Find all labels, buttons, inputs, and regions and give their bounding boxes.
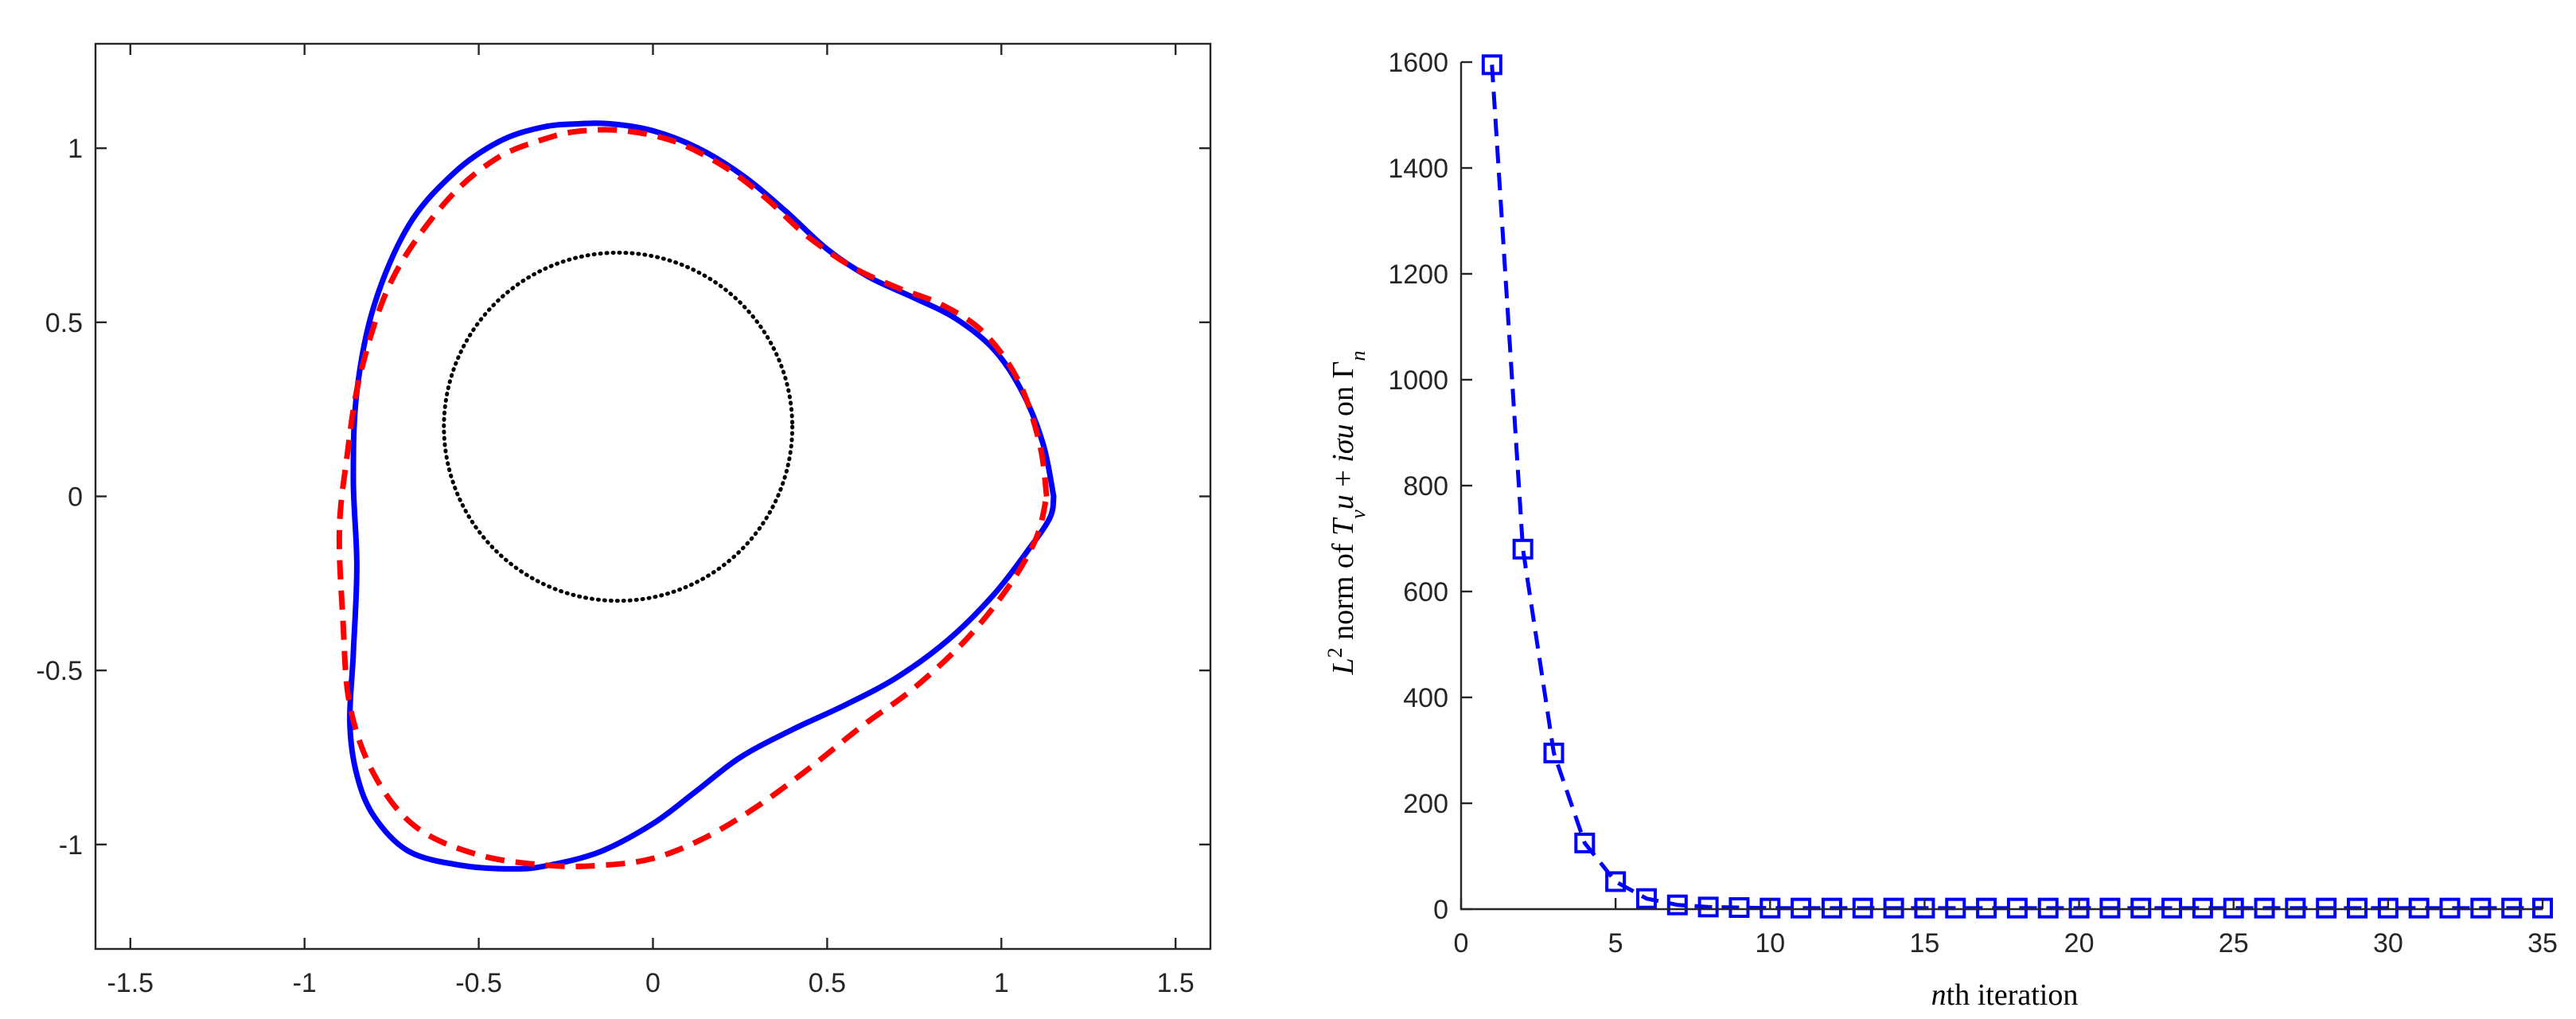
x-tick-label: 0	[1454, 928, 1469, 958]
y-tick-label: 1600	[1388, 48, 1448, 78]
x-tick-label: 10	[1755, 928, 1785, 958]
data-point-marker	[1481, 54, 1502, 76]
series-dotted-circle	[442, 250, 795, 603]
x-tick-label: 15	[1910, 928, 1940, 958]
x-axis-label: nth iteration	[1931, 978, 2079, 1012]
data-point-marker	[2254, 897, 2275, 919]
y-tick-label: -0.5	[36, 656, 83, 686]
x-tick-label: -0.5	[455, 968, 502, 998]
data-point-marker	[1543, 742, 1565, 763]
y-tick-label: 1000	[1388, 365, 1448, 396]
right-ticks: 0 5 10 15 20 25 30 35 0 200 400 600 800 1000 1200 1400 1…	[1388, 48, 2558, 958]
data-point-marker	[2006, 897, 2028, 919]
data-point-marker	[1512, 538, 1534, 560]
data-point-marker	[1605, 871, 1627, 892]
data-point-marker	[1945, 897, 1966, 919]
left-ticks: -1.5 -1 -0.5 0 0.5 1 1.5 -1 -0.5 0 0.5 1	[36, 44, 1210, 998]
left-series	[336, 120, 1057, 872]
data-point-marker	[1821, 897, 1842, 919]
data-point-marker	[2192, 897, 2213, 919]
y-tick-label: 200	[1403, 789, 1448, 819]
x-tick-label: 0.5	[809, 968, 846, 998]
x-tick-label: 25	[2219, 928, 2249, 958]
x-tick-label: -1.5	[107, 968, 154, 998]
y-tick-label: 800	[1403, 471, 1448, 502]
data-point-marker	[1728, 897, 1750, 919]
x-tick-label: 30	[2373, 928, 2403, 958]
x-tick-label: 35	[2527, 928, 2558, 958]
series-solid-curve	[347, 120, 1057, 872]
y-tick-label: 0.5	[45, 308, 83, 338]
x-tick-label: 5	[1608, 928, 1623, 958]
data-point-marker	[2439, 897, 2461, 919]
x-tick-label: 0	[645, 968, 661, 998]
series-dashed-curve	[336, 127, 1050, 869]
y-tick-label: 1	[68, 134, 83, 164]
data-point-marker	[1574, 832, 1596, 853]
y-tick-label: -1	[59, 830, 83, 861]
data-point-marker	[1791, 897, 1812, 919]
data-point-marker	[2130, 897, 2152, 919]
right-axes	[1459, 62, 2543, 911]
right-series	[1481, 54, 2553, 919]
data-point-marker	[2408, 897, 2430, 919]
data-point-marker	[2501, 897, 2523, 919]
series-line	[1490, 64, 2543, 911]
data-point-marker	[2316, 897, 2337, 919]
data-point-marker	[2161, 897, 2183, 919]
data-point-marker	[2347, 897, 2368, 919]
data-point-marker	[1635, 888, 1657, 909]
y-tick-label: 600	[1403, 577, 1448, 607]
data-point-marker	[1666, 894, 1688, 916]
data-point-marker	[2470, 897, 2492, 919]
x-tick-label: -1	[293, 968, 317, 998]
data-point-marker	[1852, 897, 1873, 919]
y-axis-label: L2 norm of Tνu + iσu on Γn	[1323, 351, 1370, 676]
y-tick-label: 0	[1433, 895, 1448, 925]
data-point-marker	[2285, 897, 2306, 919]
right-plot: 0 5 10 15 20 25 30 35 0 200 400 600 800 1000 1200 1400 1…	[1323, 48, 2558, 1012]
data-point-marker	[1883, 897, 1904, 919]
x-tick-label: 20	[2064, 928, 2095, 958]
data-point-marker	[2037, 897, 2059, 919]
y-tick-label: 1400	[1388, 154, 1448, 184]
y-tick-label: 0	[68, 482, 83, 513]
data-point-marker	[1697, 896, 1719, 918]
data-point-marker	[2099, 897, 2121, 919]
left-axes-box	[94, 42, 1212, 951]
left-plot: -1.5 -1 -0.5 0 0.5 1 1.5 -1 -0.5 0 0.5 1	[36, 42, 1212, 998]
x-tick-label: 1.5	[1157, 968, 1194, 998]
y-tick-label: 400	[1403, 683, 1448, 713]
data-point-marker	[1976, 897, 1997, 919]
x-tick-label: 1	[994, 968, 1009, 998]
y-tick-label: 1200	[1388, 260, 1448, 290]
